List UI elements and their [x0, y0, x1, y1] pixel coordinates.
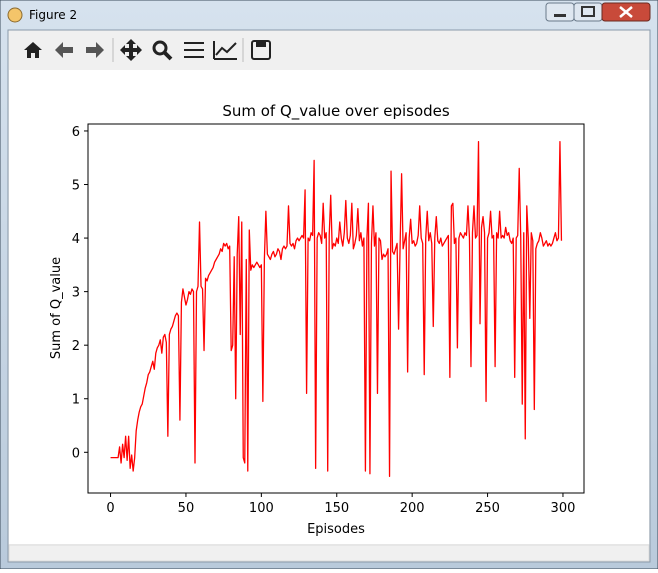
y-tick-label: 2	[72, 339, 80, 354]
configure-button[interactable]	[184, 42, 204, 58]
close-icon	[619, 6, 633, 18]
toolbar-separator	[112, 38, 244, 62]
window-title: Figure 2	[29, 8, 77, 22]
chart-title: Sum of Q_value over episodes	[222, 102, 450, 121]
maximize-button[interactable]	[573, 2, 603, 22]
minimize-button[interactable]	[545, 2, 575, 22]
x-tick-label: 300	[551, 501, 576, 516]
status-bar	[8, 544, 650, 562]
maximize-icon	[581, 6, 595, 17]
data-line	[110, 141, 563, 478]
save-icon	[256, 41, 266, 47]
x-tick-label: 50	[178, 501, 195, 516]
plot: 0 50 100 150 200 250 300 0 1 2 3 4 5 6	[72, 125, 576, 516]
y-axis-label: Sum of Q_value	[49, 257, 64, 359]
x-tick-label: 100	[249, 501, 274, 516]
zoom-button[interactable]	[152, 40, 168, 56]
axes-frame	[87, 123, 585, 494]
window-buttons[interactable]	[545, 2, 651, 22]
x-tick-label: 150	[324, 501, 349, 516]
y-tick-label: 1	[72, 393, 80, 408]
y-tick-label: 5	[72, 179, 80, 194]
minimize-icon	[554, 14, 566, 17]
window-icon	[7, 7, 23, 23]
y-tick-label: 0	[72, 446, 80, 461]
back-button[interactable]	[55, 42, 73, 58]
x-tick-label: 0	[106, 501, 114, 516]
y-tick-label: 3	[72, 286, 80, 301]
x-tick-label: 200	[400, 501, 425, 516]
x-axis-label: Episodes	[307, 522, 365, 537]
edit-axis-button[interactable]	[213, 41, 237, 60]
zoom-handle	[162, 50, 173, 61]
forward-button[interactable]	[86, 42, 104, 58]
axes-background	[88, 124, 584, 493]
toolbar	[24, 38, 271, 62]
home-button[interactable]	[24, 42, 42, 58]
y-tick-label: 4	[72, 232, 80, 247]
x-tick-label: 250	[475, 501, 500, 516]
y-tick-label: 6	[72, 125, 80, 140]
pan-button[interactable]	[120, 39, 142, 61]
